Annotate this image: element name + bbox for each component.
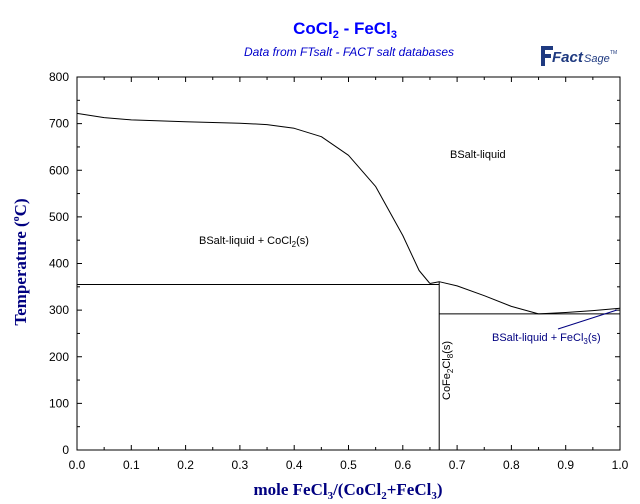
region-label-liquid: BSalt-liquid [450, 149, 506, 161]
title-subscript-1: 2 [333, 29, 339, 41]
fecl3-label-b: (s) [588, 332, 601, 344]
title-subscript-2: 3 [391, 29, 397, 41]
compound-label-a: CoFe [441, 373, 453, 400]
factsage-logo: Fact Sage TM [541, 46, 617, 66]
y-tick-label: 0 [62, 443, 69, 457]
fecl3-label-a: BSalt-liquid + FeCl [492, 332, 583, 344]
x-label-sub-3: 3 [431, 490, 437, 502]
y-tick-label: 500 [49, 210, 69, 224]
x-tick-label: 0.0 [69, 458, 86, 472]
region-label-liquid-fecl3: BSalt-liquid + FeCl3(s) [492, 332, 601, 346]
y-tick-label: 700 [49, 117, 69, 131]
y-label-pre: Temperature ( [11, 221, 30, 326]
x-label-part-4: ) [437, 480, 443, 499]
x-tick-label: 0.1 [123, 458, 140, 472]
phase-boundaries [76, 112, 621, 450]
y-axis-label: Temperature (oC) [11, 198, 30, 325]
logo-mark-icon [541, 46, 553, 66]
x-axis-label: mole FeCl3/(CoCl2+FeCl3) [253, 480, 442, 502]
title-part-main: CoCl [293, 19, 333, 38]
compound-label-c: (s) [441, 341, 453, 354]
region-label-liquid-cocl2: BSalt-liquid + CoCl2(s) [199, 235, 309, 249]
x-tick-label: 0.8 [503, 458, 520, 472]
x-label-sub-1: 3 [328, 490, 334, 502]
x-label-part-3: +FeCl [387, 480, 432, 499]
curve-liquidus-CoCl2 [76, 112, 431, 284]
x-tick-label: 0.5 [340, 458, 357, 472]
cocl2-label-sub: 2 [292, 240, 297, 249]
x-label-sub-2: 2 [381, 490, 387, 502]
compound-label-sub2: 8 [446, 353, 455, 358]
logo-text-fact: Fact [552, 49, 584, 66]
y-axis-ticks: 0 100 200 300 400 500 600 700 800 [49, 70, 620, 457]
curve-liquidus-CoFe2Cl8 [429, 281, 539, 315]
y-tick-label: 600 [49, 163, 69, 177]
x-label-part-1: mole FeCl [253, 480, 327, 499]
compound-label: CoFe2Cl8(s) [441, 341, 455, 400]
y-tick-label: 100 [49, 396, 69, 410]
x-tick-label: 0.4 [286, 458, 303, 472]
x-tick-label: 0.3 [232, 458, 249, 472]
chart-title: CoCl2 - FeCl3 [293, 19, 397, 41]
title-part-mid: - FeCl [339, 19, 391, 38]
plot-frame [76, 76, 621, 451]
x-tick-label: 0.9 [557, 458, 574, 472]
compound-label-b: Cl [441, 358, 453, 368]
cocl2-label-b: (s) [296, 235, 309, 247]
x-tick-label: 0.2 [177, 458, 194, 472]
compound-label-sub1: 2 [446, 368, 455, 373]
fecl3-label-leader [557, 309, 618, 330]
x-tick-label: 0.6 [394, 458, 411, 472]
y-label-post: C) [11, 198, 30, 216]
x-label-part-2: /(CoCl [332, 480, 381, 499]
y-tick-label: 200 [49, 350, 69, 364]
x-tick-label: 0.7 [449, 458, 466, 472]
logo-trademark: TM [610, 50, 617, 56]
y-tick-label: 800 [49, 70, 69, 84]
y-tick-label: 400 [49, 257, 69, 271]
y-tick-label: 300 [49, 303, 69, 317]
y-label-degree: o [11, 216, 22, 221]
x-axis-ticks: 0.0 0.1 0.2 0.3 0.4 0.5 0.6 0.7 0.8 0.9 1.0 [69, 77, 629, 472]
curve-liquidus-FeCl3 [538, 307, 621, 315]
x-tick-label: 1.0 [612, 458, 629, 472]
fecl3-label-sub: 3 [583, 337, 588, 346]
cocl2-label-a: BSalt-liquid + CoCl [199, 235, 292, 247]
logo-text-sage: Sage [584, 53, 610, 65]
chart-subtitle: Data from FTsalt - FACT salt databases [244, 45, 454, 59]
